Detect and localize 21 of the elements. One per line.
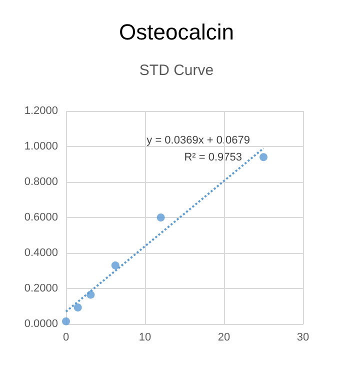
chart-title: Osteocalcin: [119, 20, 234, 44]
x-tick-label: 0: [62, 332, 70, 344]
point: [156, 214, 165, 222]
y-tick-label: 0.2000: [24, 282, 58, 294]
point: [74, 303, 82, 312]
chart-subtitle: STD Curve: [139, 62, 214, 79]
point: [260, 153, 268, 162]
x-tick-label: 10: [138, 332, 152, 344]
annotation: R² = 0.9753: [184, 152, 242, 164]
x-tick-label: 20: [218, 332, 230, 344]
point: [111, 261, 120, 270]
x-tick-label: 30: [296, 332, 310, 344]
point: [86, 290, 95, 299]
y-tick-label: 0.6000: [24, 212, 58, 224]
y-tick-label: 1.0000: [24, 140, 58, 152]
y-tick-label: 0.4000: [24, 247, 58, 259]
y-tick-label: 0.0000: [24, 318, 58, 330]
y-tick-label: 1.2000: [24, 105, 58, 117]
point: [62, 317, 70, 326]
y-tick-label: 0.8000: [24, 176, 58, 188]
annotation: y = 0.0369x + 0.0679: [146, 134, 250, 146]
